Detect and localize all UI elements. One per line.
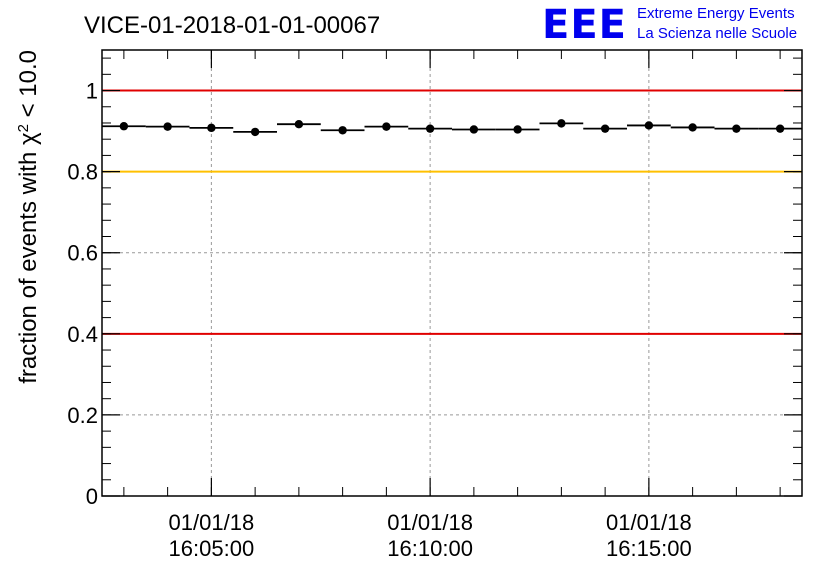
data-point	[513, 125, 522, 134]
data-point	[338, 126, 347, 135]
x-tick-label-time: 16:10:00	[387, 536, 473, 561]
data-point	[294, 119, 304, 129]
reference-lines	[102, 89, 802, 335]
grid	[102, 50, 802, 496]
data-point	[469, 125, 479, 134]
x-tick-label-date: 01/01/18	[169, 510, 255, 535]
data-point	[775, 124, 785, 133]
axis-ticks	[102, 50, 802, 497]
data-point	[382, 122, 391, 131]
data-point	[163, 122, 172, 131]
data-series	[102, 119, 802, 137]
x-tick-label-time: 16:15:00	[606, 536, 692, 561]
y-tick-label: 0.2	[67, 403, 98, 428]
y-tick-label: 0.6	[67, 241, 98, 266]
y-axis-label-sup: 2	[15, 124, 32, 132]
data-point	[644, 121, 654, 130]
eee-logo-line1: Extreme Energy Events	[637, 5, 795, 22]
data-point	[600, 124, 610, 133]
data-point	[250, 127, 260, 137]
data-point	[732, 124, 741, 133]
data-point	[119, 122, 129, 131]
plot-frame	[101, 49, 803, 497]
y-tick-label: 1	[86, 79, 98, 104]
y-tick-label: 0.8	[67, 160, 98, 185]
eee-logo-line2: La Scienza nelle Scuole	[637, 25, 797, 42]
x-tick-label-date: 01/01/18	[387, 510, 473, 535]
y-axis-label: fraction of events with χ2 < 10.0	[15, 50, 43, 384]
data-point	[425, 124, 435, 133]
x-tick-label-date: 01/01/18	[606, 510, 692, 535]
y-axis-label-suffix: < 10.0	[15, 50, 42, 124]
data-point	[207, 123, 216, 133]
chart-title: VICE-01-2018-01-01-00067	[84, 12, 380, 39]
y-axis-label-prefix: fraction of events with χ	[15, 132, 42, 384]
data-point	[557, 119, 566, 128]
y-tick-label: 0.4	[67, 322, 98, 347]
eee-logo-mark: EEE	[542, 2, 627, 48]
x-tick-label-time: 16:05:00	[169, 536, 255, 561]
y-tick-label: 0	[86, 484, 98, 509]
eee-logo: EEE Extreme Energy Events La Scienza nel…	[542, 2, 797, 48]
tick-labels: 00.20.40.60.8101/01/1816:05:0001/01/1816…	[67, 79, 691, 561]
data-point	[688, 123, 697, 132]
